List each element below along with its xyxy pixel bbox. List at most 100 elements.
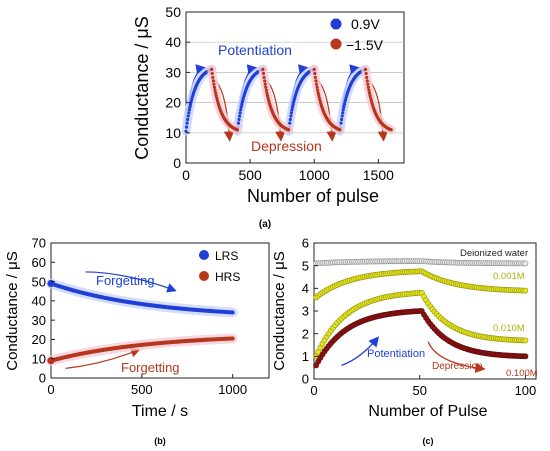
panel-c-ytick-label: 0 [302, 372, 309, 387]
panel-c-point-0001m [522, 287, 529, 294]
panel-a-point-depression [366, 85, 370, 89]
panel-c-ytick-label: 4 [302, 281, 309, 296]
panel-a-point-potentiation [239, 108, 243, 112]
panel-a-point-depression [212, 82, 216, 86]
panel-b-xtick-label: 0 [47, 382, 54, 397]
panel-a-point-potentiation [187, 108, 192, 112]
panel-a-point-potentiation [342, 102, 347, 106]
panel-a-point-potentiation [237, 117, 241, 122]
panel-a-point-depression [367, 88, 371, 92]
panel-a-point-depression [313, 75, 317, 79]
panel-b-ytick-label: 0 [39, 371, 46, 386]
panel-c-ytick-label: 6 [302, 236, 309, 251]
panel-a-xtick-label: 500 [238, 167, 262, 183]
panel-b-ytick-label: 70 [32, 236, 46, 251]
panel-a-point-depression [264, 88, 268, 92]
panel-a-point-potentiation [239, 105, 243, 109]
panel-a-point-potentiation [340, 114, 344, 118]
panel-a-point-depression [212, 85, 217, 89]
panel-b-ylabel: Conductance / μS [4, 251, 21, 371]
panel-a-point-depression [389, 128, 393, 132]
panel-c-point-deionizedwater [522, 260, 529, 267]
legend-a-label-0: 0.9V [351, 16, 380, 32]
panel-b: 0 500 1000 0 10 20 30 40 50 60 70 Conductance / μS… [4, 236, 270, 446]
panel-c-ytick-label: 1 [302, 349, 309, 364]
panel-b-ytick-label: 20 [32, 332, 46, 347]
panel-a-point-depression [265, 94, 270, 98]
panel-a-xtick-label: 1000 [299, 167, 330, 183]
annotation-a-potentiation: Potentiation [218, 42, 292, 58]
panel-a-point-depression [316, 88, 320, 92]
panel-a-ylabel: Conductance / μS [132, 16, 152, 159]
panel-a-point-depression [368, 94, 372, 98]
panel-a-point-potentiation [289, 114, 293, 118]
panel-a-point-potentiation [290, 105, 295, 109]
panel-a-xlabel: Number of pulse [247, 186, 379, 206]
panel-a-point-potentiation [288, 121, 292, 125]
panel-a-point-potentiation [236, 121, 241, 125]
panel-a-point-depression [261, 67, 265, 71]
panel-c-xtick-label: 50 [412, 383, 426, 398]
panel-b-forgetting-arrow-lrs [85, 271, 177, 293]
panel-c-point-0010m [522, 337, 529, 344]
panel-a-point-depression [210, 71, 214, 76]
panel-a-point-potentiation [339, 121, 343, 125]
panel-a-point-depression [210, 67, 214, 71]
panel-a-point-depression [365, 79, 369, 83]
panel-a-point-potentiation [187, 111, 191, 115]
panel-c-ytick-label: 2 [302, 326, 309, 341]
panel-b-xtick-label: 1000 [218, 382, 247, 397]
panel-b-ytick-label: 40 [32, 294, 46, 309]
caption-a: (a) [259, 219, 271, 230]
series-label-0001m: 0.001M [493, 271, 525, 282]
panel-a-point-depression [316, 91, 320, 95]
panel-a-point-depression [213, 88, 217, 92]
panel-a-point-depression [263, 79, 267, 83]
panel-a-point-depression [364, 71, 368, 76]
panel-a-point-potentiation [186, 117, 190, 122]
panel-c-xlabel: Number of Pulse [368, 403, 487, 420]
panel-a-point-depression [338, 128, 342, 132]
legend-a-marker-1 [330, 38, 342, 50]
panel-a-ytick-label: 20 [165, 95, 181, 111]
panel-b-xlabel: Time / s [132, 403, 188, 420]
annotation-c-depression: Depression [432, 361, 483, 372]
panel-a-point-depression [315, 85, 319, 89]
panel-a-point-depression [286, 128, 291, 132]
panel-a-point-depression [365, 75, 369, 79]
panel-a-point-depression [263, 82, 267, 86]
panel-c-ytick-label: 5 [302, 258, 309, 273]
panel-a-point-depression [313, 71, 317, 76]
panel-b-xtick-label: 500 [131, 382, 153, 397]
panel-a: 0 500 1000 1500 0 10 20 30 40 50 Conductance / μS… [132, 4, 405, 230]
panel-c: 0 50 100 0 1 2 3 4 5 6 Conductance / μS Number of… [271, 236, 538, 446]
panel-c-xtick-label: 0 [310, 383, 317, 398]
panel-b-series-band [46, 333, 238, 366]
panel-a-point-potentiation [185, 121, 189, 125]
panel-a-point-depression [366, 82, 370, 86]
panel-a-point-depression [317, 94, 321, 98]
panel-a-point-depression [235, 128, 239, 132]
annotation-c-potentiation: Potentiation [367, 348, 425, 360]
panel-b-point-hrs [230, 336, 235, 341]
panel-a-point-potentiation [341, 111, 345, 115]
legend-b-marker-0 [199, 250, 209, 260]
panel-a-xtick-label: 1500 [363, 167, 394, 183]
legend-a-label-1: −1.5V [346, 37, 384, 53]
panel-a-point-potentiation [289, 111, 294, 115]
panel-a-point-potentiation [288, 117, 292, 122]
panel-c-point-0100m [522, 353, 529, 360]
annotation-a-depression: Depression [251, 138, 322, 154]
caption-c: (c) [423, 436, 434, 446]
panel-a-point-potentiation [237, 114, 242, 118]
panel-b-ytick-label: 30 [32, 313, 46, 328]
panel-a-ytick-label: 10 [165, 125, 181, 141]
series-label-deionized-water: Deionized water [460, 248, 528, 259]
panel-a-point-potentiation [339, 117, 344, 122]
panel-a-point-depression [363, 67, 368, 71]
panel-a-ytick-label: 0 [173, 155, 181, 171]
panel-a-plot-frame [185, 11, 405, 164]
panel-a-point-potentiation [341, 108, 345, 112]
panel-b-point-lrs [230, 310, 235, 315]
